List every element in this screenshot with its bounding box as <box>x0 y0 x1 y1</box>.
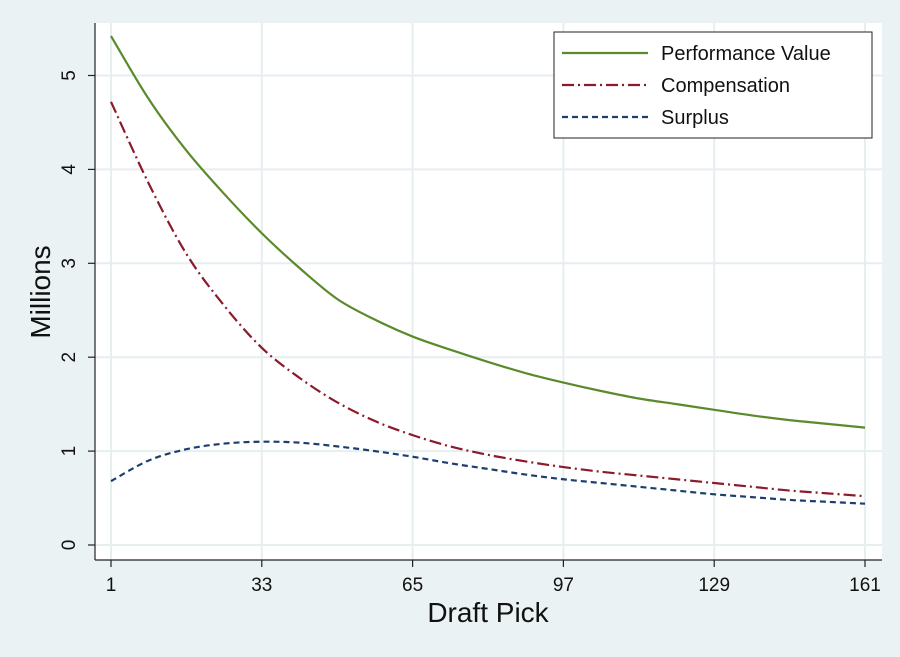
y-tick-label: 2 <box>59 352 80 363</box>
grid-lines <box>95 23 882 560</box>
series-line-compensation <box>110 101 866 498</box>
legend-label-compensation: Compensation <box>661 75 790 97</box>
y-tick-label: 0 <box>59 540 80 551</box>
legend: Performance Value Compensation Surplus <box>553 31 873 139</box>
axes: 1 33 65 97 129 161 0 1 2 3 4 5 <box>59 23 882 596</box>
x-tick-label: 33 <box>251 575 272 596</box>
y-axis-title: Millions <box>25 245 56 338</box>
x-tick-label: 1 <box>106 575 117 596</box>
x-tick-label: 97 <box>553 575 574 596</box>
legend-label-performance-value: Performance Value <box>661 43 831 65</box>
x-tick-label: 161 <box>849 575 881 596</box>
x-axis-title: Draft Pick <box>427 597 549 628</box>
y-tick-label: 5 <box>59 70 80 81</box>
y-tick-label: 4 <box>59 164 80 175</box>
x-tick-label: 129 <box>698 575 730 596</box>
series-layer <box>110 35 866 505</box>
x-tick-label: 65 <box>402 575 423 596</box>
y-tick-label: 1 <box>59 446 80 457</box>
y-tick-label: 3 <box>59 258 80 269</box>
legend-label-surplus: Surplus <box>661 107 729 129</box>
series-line-performance-value <box>110 35 866 429</box>
series-line-surplus <box>110 440 866 505</box>
